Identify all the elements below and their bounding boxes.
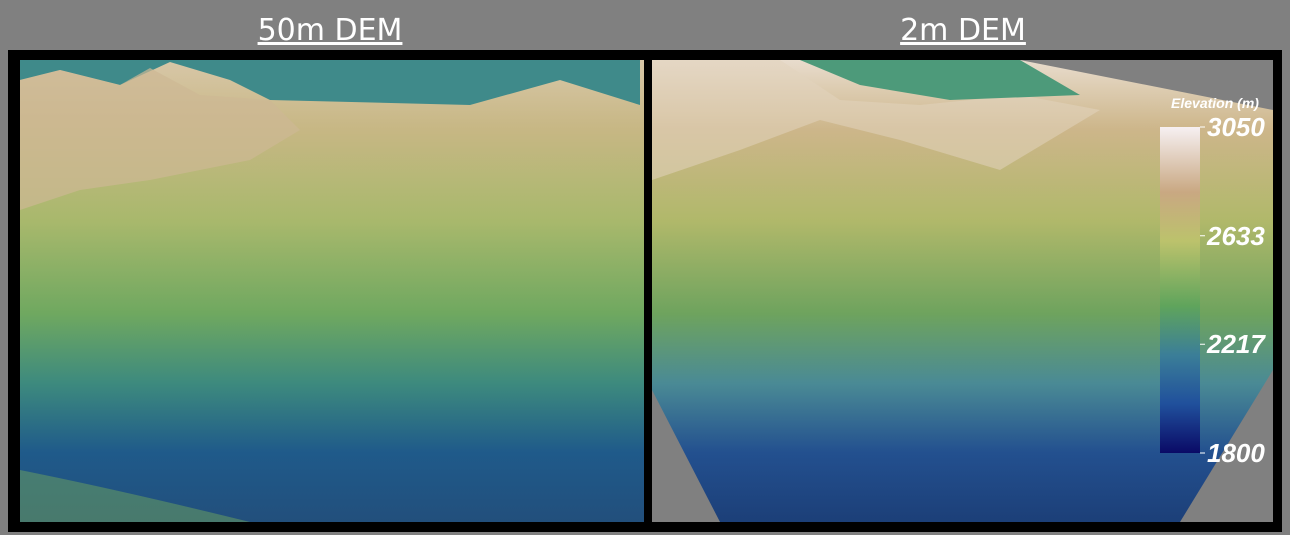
panel-title: 2m DEM [900,13,1026,48]
colorbar-tick-label: 3050 [1207,112,1265,142]
colorbar-tick-label: 2633 [1206,221,1265,251]
colorbar-tick-label: 1800 [1207,438,1265,468]
colorbar-tick-label: 2217 [1206,329,1266,359]
colorbar-title: Elevation (m) [1171,95,1259,111]
panel-title: 50m DEM [258,13,403,48]
colorbar-ramp [1160,127,1200,453]
colorbar: Elevation (m) 3050 2633 2217 1800 [1160,95,1266,468]
left-terrain [20,60,644,522]
